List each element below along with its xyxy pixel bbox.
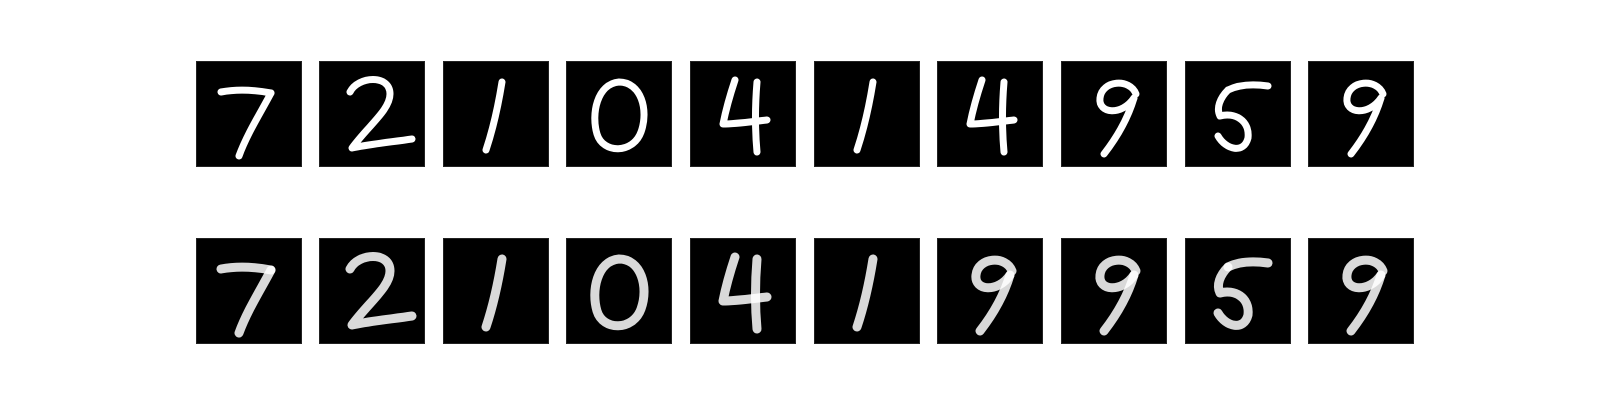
- reconstructed-digit-2: [319, 238, 425, 344]
- digit-stroke-2: [1346, 270, 1386, 336]
- original-digit-2: [319, 61, 425, 167]
- digit-glyph-7: [217, 86, 275, 160]
- original-digit-4: [566, 61, 672, 167]
- digit-stroke-2: [751, 254, 762, 334]
- digit-stroke-1: [346, 76, 416, 152]
- digit-glyph-7: [216, 262, 276, 338]
- digit-stroke-2: [234, 265, 276, 338]
- digit-stroke-1: [482, 78, 506, 154]
- digit-stroke-2: [1100, 94, 1138, 158]
- reconstructed-digit-8: [1061, 238, 1167, 344]
- digit-stroke-1: [1095, 255, 1141, 293]
- reconstructed-digit-5: [690, 238, 796, 344]
- digit-glyph-9: [1095, 255, 1141, 336]
- digit-stroke-2: [1214, 86, 1252, 152]
- reconstructed-digit-10: [1308, 238, 1414, 344]
- digit-stroke-1: [1342, 255, 1388, 293]
- digit-glyph-9: [1096, 79, 1140, 158]
- digit-stroke-1: [1223, 257, 1273, 272]
- original-digit-10: [1308, 61, 1414, 167]
- digit-glyph-0: [590, 254, 649, 331]
- digit-stroke-2: [999, 78, 1008, 156]
- original-digit-8: [1061, 61, 1167, 167]
- digit-stroke-1: [1343, 79, 1387, 115]
- original-digit-9: [1185, 61, 1291, 167]
- digit-stroke-2: [752, 78, 761, 156]
- digit-glyph-5: [1213, 257, 1273, 330]
- digit-glyph-9: [1343, 79, 1387, 158]
- digit-stroke-2: [235, 89, 275, 160]
- digit-stroke-2: [975, 270, 1015, 336]
- digit-stroke-1: [853, 78, 877, 154]
- reconstructed-digit-6: [814, 238, 920, 344]
- digit-glyph-9: [971, 255, 1017, 336]
- digit-glyph-0: [591, 78, 648, 153]
- digit-stroke-1: [591, 78, 648, 153]
- original-digit-7: [937, 61, 1043, 167]
- digit-glyph-4: [719, 76, 771, 156]
- original-digit-6: [814, 61, 920, 167]
- digit-stroke-2: [1347, 94, 1385, 158]
- digit-stroke-2: [1099, 270, 1139, 336]
- digit-glyph-2: [346, 76, 416, 152]
- reconstructed-digit-1: [196, 238, 302, 344]
- digit-stroke-1: [481, 254, 507, 332]
- digit-stroke-2: [1213, 262, 1253, 330]
- reconstructed-digit-9: [1185, 238, 1291, 344]
- original-digit-5: [690, 61, 796, 167]
- digit-glyph-9: [1342, 255, 1388, 336]
- digit-stroke-1: [590, 254, 649, 331]
- digit-glyph-2: [345, 252, 417, 330]
- digit-stroke-1: [1096, 79, 1140, 115]
- digit-stroke-1: [852, 254, 878, 332]
- digit-glyph-1: [482, 78, 506, 154]
- original-digit-1: [196, 61, 302, 167]
- digit-stroke-1: [345, 252, 417, 330]
- reconstructed-digit-3: [443, 238, 549, 344]
- digit-stroke-1: [971, 255, 1017, 293]
- reconstructed-digit-4: [566, 238, 672, 344]
- digit-stroke-1: [719, 76, 771, 128]
- digit-stroke-1: [216, 262, 276, 275]
- digit-stroke-1: [1224, 81, 1272, 94]
- digit-glyph-1: [852, 254, 878, 332]
- digit-glyph-5: [1214, 81, 1272, 152]
- reconstructed-digit-7: [937, 238, 1043, 344]
- digit-glyph-1: [481, 254, 507, 332]
- digit-glyph-4: [966, 76, 1018, 156]
- digit-glyph-1: [853, 78, 877, 154]
- digit-stroke-1: [966, 76, 1018, 128]
- original-digit-3: [443, 61, 549, 167]
- digit-glyph-4: [718, 252, 772, 334]
- digit-stroke-1: [217, 86, 275, 97]
